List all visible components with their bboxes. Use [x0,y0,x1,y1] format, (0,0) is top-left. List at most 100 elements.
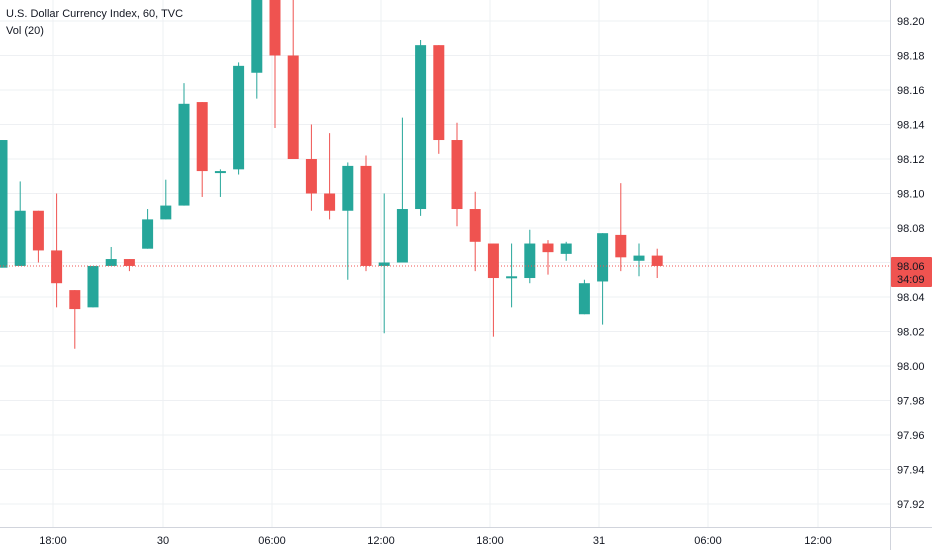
x-tick-label: 06:00 [258,535,286,547]
candle [487,243,499,337]
grid [0,0,890,527]
candle-body [451,140,463,210]
candle [597,233,609,325]
candle-body [651,255,663,266]
candle-body [196,102,208,172]
candle-body [0,140,8,268]
candle [305,124,317,211]
candle-body [123,259,135,266]
candle [615,183,627,272]
candle [524,229,536,284]
candle [87,265,99,308]
candle [542,240,554,275]
y-tick-label: 98.02 [897,327,925,339]
candles [0,0,663,349]
volume-indicator-label[interactable]: Vol (20) [6,25,44,37]
candle-body [269,0,281,56]
y-tick-label: 98.14 [897,120,925,132]
candle-body [342,165,354,211]
candle [360,155,372,272]
candle [251,0,263,99]
candle-body [14,210,26,266]
candle-body [287,55,299,159]
candle [32,210,44,263]
candle [506,243,518,308]
x-tick-label: 12:00 [804,535,832,547]
candle [105,246,117,266]
candle-body [433,45,445,141]
candle [578,279,590,315]
candle [342,162,354,280]
candle-body [578,283,590,315]
last-price-value: 98.06 [897,261,925,273]
candle [378,193,390,334]
y-tick-label: 97.92 [897,499,925,511]
candle [0,140,8,268]
candle [196,102,208,197]
x-tick-label: 30 [157,535,169,547]
candle-body [32,210,44,251]
candle-body [633,255,645,261]
candle [415,39,427,216]
candle [160,179,172,220]
last-price-tag-bg [891,256,932,287]
candle-body [378,262,390,266]
candle [433,45,445,154]
candle-body [87,265,99,308]
candle-body [415,45,427,210]
candle-body [396,209,408,263]
y-tick-label: 97.96 [897,430,925,442]
candle-body [324,193,336,211]
x-tick-label: 12:00 [367,535,395,547]
candle [123,259,135,272]
candle-body [51,250,63,284]
y-tick-label: 97.98 [897,396,925,408]
y-tick-label: 98.12 [897,154,925,166]
candle [14,181,26,266]
candle-body [305,159,317,194]
candle-body [214,171,226,174]
candle-body [160,205,172,220]
x-tick-label: 31 [593,535,605,547]
candle [69,290,81,349]
candle-body [105,259,117,266]
candle [324,133,336,220]
candle-body [615,234,627,258]
candle [142,209,154,249]
candle [269,0,281,128]
candle-body [560,243,572,254]
candle-body [69,290,81,310]
candle [51,193,63,308]
candle [214,169,226,197]
x-tick-label: 06:00 [694,535,722,547]
y-tick-label: 98.18 [897,51,925,63]
chart-legend: U.S. Dollar Currency Index, 60, TVC Vol … [6,6,183,40]
candle-body [469,209,481,242]
y-tick-label: 98.04 [897,292,925,304]
candle-body [233,65,245,170]
candle [469,191,481,272]
candle [396,117,408,263]
candle-body [142,219,154,249]
x-tick-label: 18:00 [39,535,67,547]
y-tick-label: 98.00 [897,361,925,373]
candle-body [487,243,499,279]
y-tick-label: 98.16 [897,85,925,97]
candle-body [178,103,190,206]
y-tick-label: 98.10 [897,189,925,201]
candle-body [251,0,263,73]
y-tick-label: 98.08 [897,223,925,235]
candle [451,122,463,227]
candle-body [360,165,372,266]
candle-body [506,276,518,279]
candle [178,83,190,206]
candle [233,62,245,175]
candle-body [542,243,554,253]
candle-body [597,233,609,282]
y-tick-label: 98.20 [897,16,925,28]
symbol-title[interactable]: U.S. Dollar Currency Index, 60, TVC [6,8,184,20]
candle [287,0,299,159]
candle [633,243,645,277]
